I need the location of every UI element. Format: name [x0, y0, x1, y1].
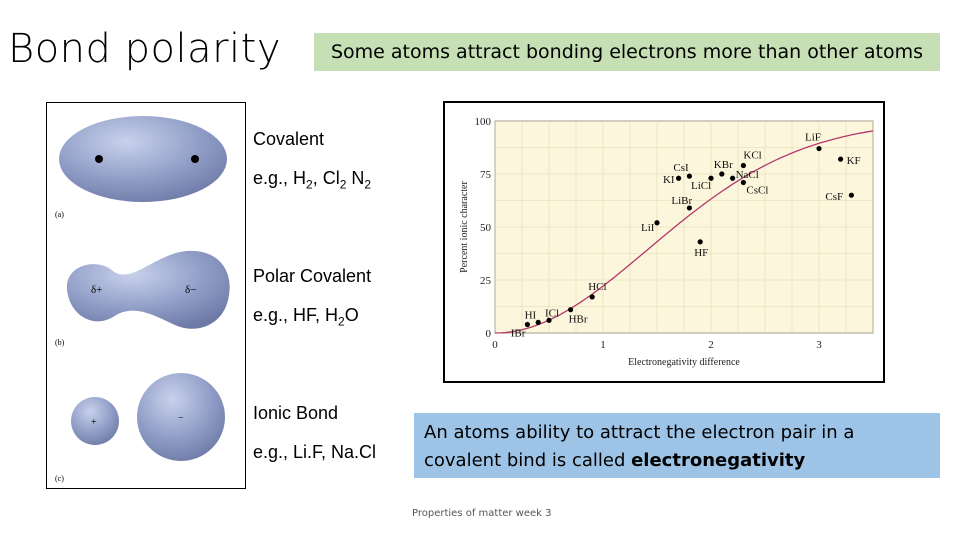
x-tick-label: 3: [816, 339, 822, 351]
panel-label-c: (c): [55, 474, 64, 483]
x-axis-title: Electronegativity difference: [628, 357, 740, 368]
data-point: [816, 145, 822, 152]
ionic-examples: e.g., Li.F, Na.Cl: [253, 442, 377, 462]
delta-minus-label: δ−: [185, 284, 196, 296]
data-point-label: HCl: [588, 281, 606, 293]
ionic-character-curve: [494, 130, 874, 334]
data-point-label: KCl: [743, 150, 761, 162]
data-point: [535, 319, 541, 325]
data-point: [848, 192, 854, 198]
polar-examples: e.g., HF, H2O: [253, 305, 359, 329]
data-point: [838, 156, 844, 162]
y-tick-label: 50: [480, 222, 492, 234]
data-point-label: CsF: [825, 191, 843, 203]
data-point-label: ICl: [545, 307, 559, 319]
data-point: [654, 220, 660, 226]
data-point-label: KI: [663, 174, 675, 186]
ionic-character-chart: 0 1 2 3 0 25 50 75 100 IBr HI ICl HBr HCl HF LiI LiBr KI…: [443, 101, 885, 383]
y-tick-label: 75: [480, 169, 492, 181]
data-point-label: KBr: [714, 159, 733, 171]
delta-plus-label: δ+: [91, 284, 102, 296]
anion-sphere: [137, 373, 225, 461]
data-point: [686, 173, 692, 179]
data-point-label: NaCl: [736, 169, 759, 181]
electronegativity-term: electronegativity: [631, 450, 806, 471]
slide-footer: Properties of matter week 3: [412, 508, 552, 519]
panel-label-a: (a): [55, 210, 64, 219]
callout-bottom-text: An atoms ability to attract the electron…: [424, 422, 855, 471]
data-point-label: IBr: [511, 328, 526, 340]
x-tick-label: 0: [492, 339, 498, 351]
callout-bottom: An atoms ability to attract the electron…: [414, 413, 940, 478]
covalent-cloud: [59, 116, 227, 202]
cation-charge: +: [91, 417, 97, 428]
y-axis-title: Percent ionic character: [459, 181, 470, 273]
y-tick-label: 0: [486, 328, 492, 340]
nucleus-left: [95, 155, 103, 163]
polar-examples-text: e.g., HF, H2O: [253, 305, 359, 329]
data-point: [568, 307, 574, 313]
data-point: [740, 179, 746, 186]
data-point: [524, 321, 530, 328]
ionic-label: Ionic Bond: [253, 403, 339, 423]
anion-charge: −: [178, 413, 184, 424]
data-point-label: CsCl: [746, 184, 768, 196]
callout-top: Some atoms attract bonding electrons mor…: [314, 33, 940, 71]
data-point-label: LiI: [641, 222, 655, 234]
data-point: [676, 175, 682, 181]
data-point: [546, 317, 552, 323]
polar-cloud: [66, 250, 230, 329]
panel-label-b: (b): [55, 338, 65, 347]
data-point: [740, 162, 746, 169]
data-point-label: HBr: [569, 314, 588, 326]
data-point: [589, 294, 595, 300]
data-point-label: LiCl: [691, 180, 711, 192]
nucleus-right: [191, 155, 199, 163]
data-point-label: HI: [525, 309, 537, 321]
data-point: [686, 205, 692, 211]
y-tick-label: 25: [480, 275, 492, 287]
x-tick-label: 1: [600, 339, 606, 351]
x-tick-label: 2: [708, 339, 714, 351]
covalent-examples-text: e.g., H2, Cl2 N2: [253, 168, 372, 192]
electron-cloud-figure: (a) δ+ δ− (b) + − (c): [46, 102, 246, 489]
data-point-label: LiF: [805, 132, 821, 144]
data-point: [697, 239, 703, 245]
y-tick-label: 100: [475, 116, 492, 128]
data-point: [730, 175, 736, 181]
chart-svg: 0 1 2 3 0 25 50 75 100 IBr HI ICl HBr HCl HF LiI LiBr KI…: [459, 116, 874, 368]
data-point: [708, 175, 714, 181]
data-point: [719, 171, 725, 177]
covalent-examples: e.g., H2, Cl2 N2: [253, 168, 371, 192]
axis-layer: 0 1 2 3 0 25 50 75 100: [475, 116, 823, 351]
grid-layer: [494, 120, 874, 334]
slide-title: Bond polarity: [8, 26, 282, 72]
covalent-label: Covalent: [253, 129, 325, 149]
cation-sphere: [71, 397, 119, 445]
electron-cloud-drawing: (a) δ+ δ− (b) + − (c): [55, 116, 230, 483]
data-point-label: HF: [694, 247, 708, 259]
polar-label: Polar Covalent: [253, 266, 372, 286]
data-point-label: KF: [847, 155, 861, 167]
data-point-label: CsI: [673, 162, 689, 174]
data-point-label: LiBr: [671, 195, 692, 207]
